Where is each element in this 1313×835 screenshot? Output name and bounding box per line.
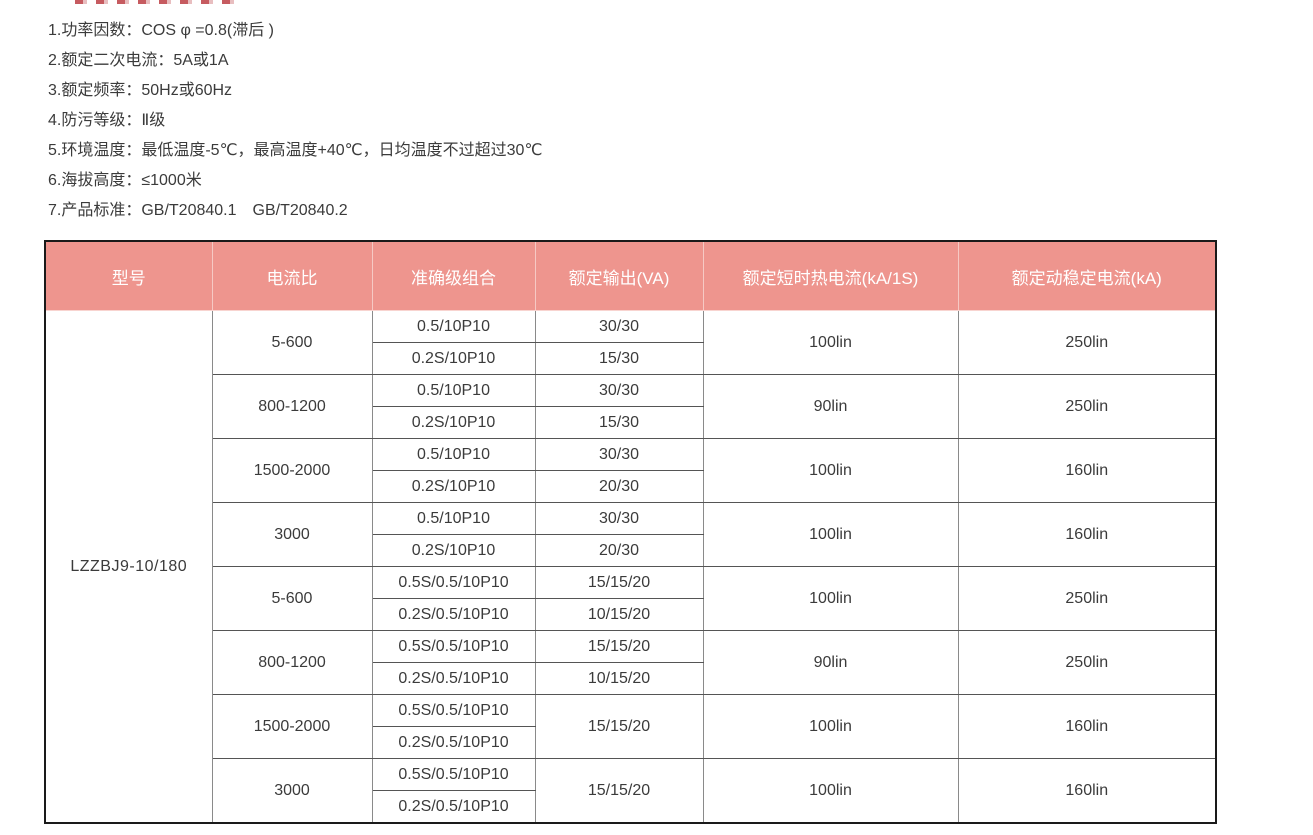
ratio-cell: 800-1200 <box>211 374 373 439</box>
ratio-cell: 5-600 <box>211 310 373 375</box>
output-cell: 15/15/20 <box>534 566 704 599</box>
table-row: 3000 0.5/10P10 30/30 100lin 160lin <box>45 502 1217 567</box>
output-cell: 20/30 <box>534 470 704 503</box>
ratio-cell: 1500-2000 <box>211 694 373 759</box>
ratio-cell: 800-1200 <box>211 630 373 695</box>
spec-list-item: 6.海拔高度：≤1000米 <box>48 172 202 189</box>
table-row: 0.2S/10P10 15/30 <box>45 342 1216 375</box>
accuracy-cell: 0.5S/0.5/10P10 <box>371 566 536 599</box>
thermal-cell: 90lin <box>702 630 959 695</box>
dynamic-cell: 160lin <box>957 502 1217 567</box>
spec-list-item: 4.防污等级：Ⅱ级 <box>48 112 166 129</box>
thermal-cell: 100lin <box>702 694 959 759</box>
output-cell: 10/15/20 <box>534 662 704 695</box>
accuracy-cell: 0.2S/10P10 <box>371 342 536 375</box>
table-row: 0.2S/0.5/10P10 <box>45 726 1216 759</box>
header-thermal: 额定短时热电流(kA/1S) <box>702 241 959 311</box>
output-cell: 15/15/20 <box>534 694 704 759</box>
table-row: 800-1200 0.5/10P10 30/30 90lin 250lin <box>45 374 1217 439</box>
spec-list-item: 2.额定二次电流：5A或1A <box>48 52 229 69</box>
ratio-cell: 3000 <box>211 502 373 567</box>
output-cell: 30/30 <box>534 310 704 343</box>
table-row: 0.2S/0.5/10P10 10/15/20 <box>45 598 1216 631</box>
accuracy-cell: 0.5/10P10 <box>371 310 536 343</box>
accuracy-cell: 0.2S/0.5/10P10 <box>371 598 536 631</box>
thermal-cell: 100lin <box>702 566 959 631</box>
spec-list: 1.功率因数：COS φ =0.8(滞后 ) 2.额定二次电流：5A或1A 3.… <box>0 0 1313 226</box>
accuracy-cell: 0.2S/10P10 <box>371 534 536 567</box>
dynamic-cell: 250lin <box>957 374 1217 439</box>
dynamic-cell: 250lin <box>957 310 1217 375</box>
output-cell: 15/30 <box>534 406 704 439</box>
clipped-red-heading <box>75 0 240 4</box>
header-output: 额定输出(VA) <box>534 241 704 311</box>
table-row: 1500-2000 0.5S/0.5/10P10 15/15/20 100lin… <box>45 694 1217 759</box>
ratio-cell: 3000 <box>211 758 373 824</box>
dynamic-cell: 250lin <box>957 630 1217 695</box>
table-row: 0.2S/10P10 20/30 <box>45 470 1216 503</box>
ratio-cell: 1500-2000 <box>211 438 373 503</box>
header-accuracy: 准确级组合 <box>371 241 536 311</box>
accuracy-cell: 0.2S/0.5/10P10 <box>371 726 536 759</box>
accuracy-cell: 0.2S/10P10 <box>371 470 536 503</box>
header-model: 型号 <box>44 241 213 311</box>
header-ratio: 电流比 <box>211 241 373 311</box>
table-row: 5-600 0.5S/0.5/10P10 15/15/20 100lin 250… <box>45 566 1217 631</box>
table-row: 0.2S/0.5/10P10 <box>45 790 1216 824</box>
table-row: LZZBJ9-10/180 5-600 0.5/10P10 30/30 100l… <box>44 310 1217 824</box>
ratio-cell: 5-600 <box>211 566 373 631</box>
thermal-cell: 100lin <box>702 438 959 503</box>
accuracy-cell: 0.5S/0.5/10P10 <box>371 630 536 663</box>
dynamic-cell: 160lin <box>957 758 1217 824</box>
spec-list-item: 5.环境温度：最低温度-5℃，最高温度+40℃，日均温度不过超过30℃ <box>48 142 543 159</box>
accuracy-cell: 0.5/10P10 <box>371 502 536 535</box>
dynamic-cell: 160lin <box>957 438 1217 503</box>
accuracy-cell: 0.5S/0.5/10P10 <box>371 694 536 727</box>
table-header-row: 型号 电流比 准确级组合 额定输出(VA) 额定短时热电流(kA/1S) 额定动… <box>44 241 1217 311</box>
output-cell: 20/30 <box>534 534 704 567</box>
thermal-cell: 100lin <box>702 758 959 824</box>
output-cell: 30/30 <box>534 374 704 407</box>
output-cell: 30/30 <box>534 502 704 535</box>
spec-list-item: 1.功率因数：COS φ =0.8(滞后 ) <box>48 22 274 39</box>
dynamic-cell: 160lin <box>957 694 1217 759</box>
dynamic-cell: 250lin <box>957 566 1217 631</box>
table-row: 800-1200 0.5S/0.5/10P10 15/15/20 90lin 2… <box>45 630 1217 695</box>
table-row: 1500-2000 0.5/10P10 30/30 100lin 160lin <box>45 438 1217 503</box>
header-dynamic: 额定动稳定电流(kA) <box>957 241 1217 311</box>
table-row: 0.2S/0.5/10P10 10/15/20 <box>45 662 1216 695</box>
thermal-cell: 100lin <box>702 502 959 567</box>
spec-list-item: 3.额定频率：50Hz或60Hz <box>48 82 233 99</box>
accuracy-cell: 0.5S/0.5/10P10 <box>371 758 536 791</box>
output-cell: 15/30 <box>534 342 704 375</box>
output-cell: 15/15/20 <box>534 758 704 824</box>
thermal-cell: 100lin <box>702 310 959 375</box>
table-row: 3000 0.5S/0.5/10P10 15/15/20 100lin 160l… <box>45 758 1217 824</box>
accuracy-cell: 0.5/10P10 <box>371 374 536 407</box>
thermal-cell: 90lin <box>702 374 959 439</box>
table-row: 0.2S/10P10 20/30 <box>45 534 1216 567</box>
output-cell: 30/30 <box>534 438 704 471</box>
spec-list-item: 7.产品标准：GB/T20840.1 GB/T20840.2 <box>48 202 348 219</box>
spec-table: 型号 电流比 准确级组合 额定输出(VA) 额定短时热电流(kA/1S) 额定动… <box>44 240 1217 824</box>
output-cell: 15/15/20 <box>534 630 704 663</box>
output-cell: 10/15/20 <box>534 598 704 631</box>
table-row: 0.2S/10P10 15/30 <box>45 406 1216 439</box>
accuracy-cell: 0.2S/0.5/10P10 <box>371 662 536 695</box>
accuracy-cell: 0.2S/0.5/10P10 <box>371 790 536 824</box>
accuracy-cell: 0.2S/10P10 <box>371 406 536 439</box>
model-cell: LZZBJ9-10/180 <box>44 310 213 824</box>
accuracy-cell: 0.5/10P10 <box>371 438 536 471</box>
